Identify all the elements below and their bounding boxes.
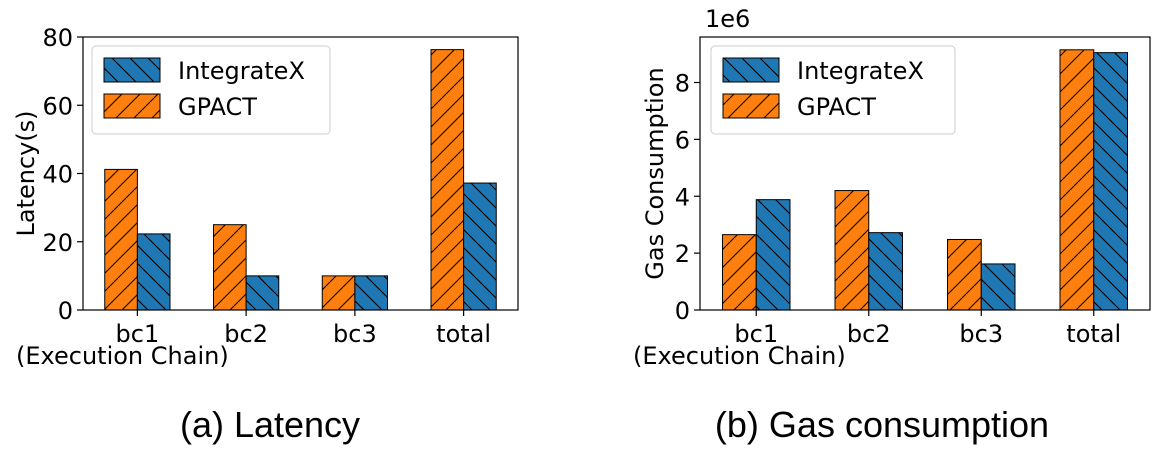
- gas-ytick-label: 8: [675, 70, 690, 98]
- gas-xtick-label: bc2: [847, 320, 891, 348]
- latency-bar-integratex-bc1: [136, 233, 171, 311]
- gas-bar-gpact-bc3: [947, 238, 982, 311]
- latency-bar-gpact-bc2: [213, 224, 247, 311]
- latency-ytick-label: 40: [42, 161, 73, 189]
- latency-xtick-label: bc3: [333, 320, 377, 348]
- gas-bar-integratex-bc2: [868, 232, 903, 311]
- latency-ytick-label: 60: [42, 92, 73, 120]
- latency-bar-integratex-total: [463, 182, 497, 311]
- gas-consumption-caption: (b) Gas consumption: [715, 404, 1049, 445]
- latency-legend-item-gpact: GPACT: [103, 93, 257, 121]
- latency-xtick-label: total: [436, 320, 491, 348]
- latency-bar-gpact-bc3: [321, 275, 356, 311]
- gas-legend-item-integratex: IntegrateX: [722, 57, 924, 85]
- gas-ytick-label: 4: [675, 183, 690, 211]
- gas-scale-label: 1e6: [705, 5, 750, 33]
- latency-chart: 0 20 40 60 80 bc1 bc2 bc3 total (Execution Chain)…: [12, 24, 519, 370]
- gas-bar-integratex-total: [1093, 52, 1128, 311]
- latency-xtick-label: bc1: [116, 320, 160, 348]
- latency-legend-label: IntegrateX: [178, 57, 305, 85]
- latency-bar-integratex-bc3: [354, 275, 388, 311]
- latency-bar-gpact-total: [430, 49, 465, 311]
- gas-axes-frame: [699, 36, 1151, 311]
- gas-xlabel: (Execution Chain): [633, 342, 846, 370]
- gas-legend: IntegrateX GPACT: [710, 45, 956, 135]
- gas-legend-item-gpact: GPACT: [722, 93, 876, 121]
- gas-consumption-chart: 0 2 4 6 8 bc1 bc2 bc3 total (Execution Chain) Gas …: [633, 5, 1151, 370]
- latency-xtick-label: bc2: [224, 320, 268, 348]
- latency-ytick-label: 20: [42, 229, 73, 257]
- gas-xtick-label: bc1: [734, 320, 778, 348]
- latency-legend: IntegrateX GPACT: [91, 45, 331, 135]
- gas-bar-gpact-bc1: [722, 234, 757, 311]
- latency-xlabel: (Execution Chain): [16, 342, 229, 370]
- gas-bar-integratex-bc3: [980, 263, 1016, 311]
- gas-ytick-label: 2: [675, 240, 690, 268]
- gas-legend-label: GPACT: [797, 93, 876, 121]
- gas-ytick-label: 6: [675, 126, 690, 154]
- gas-ytick-label: 0: [675, 297, 690, 325]
- latency-ylabel: Latency(s): [12, 110, 40, 236]
- latency-ytick-label: 0: [58, 297, 73, 325]
- gas-bar-integratex-bc1: [755, 199, 791, 311]
- latency-legend-label: GPACT: [178, 93, 257, 121]
- gas-bar-gpact-bc2: [834, 190, 870, 311]
- latency-legend-item-integratex: IntegrateX: [103, 57, 305, 85]
- latency-ytick-label: 80: [42, 24, 73, 52]
- gas-legend-label: IntegrateX: [797, 57, 924, 85]
- gas-xtick-label: total: [1066, 320, 1121, 348]
- latency-bar-gpact-bc1: [104, 168, 138, 311]
- gas-ylabel: Gas Consumption: [641, 67, 669, 279]
- gas-bar-gpact-total: [1059, 49, 1095, 311]
- latency-caption: (a) Latency: [180, 404, 360, 445]
- gas-xtick-label: bc3: [959, 320, 1003, 348]
- latency-bar-integratex-bc2: [245, 275, 280, 311]
